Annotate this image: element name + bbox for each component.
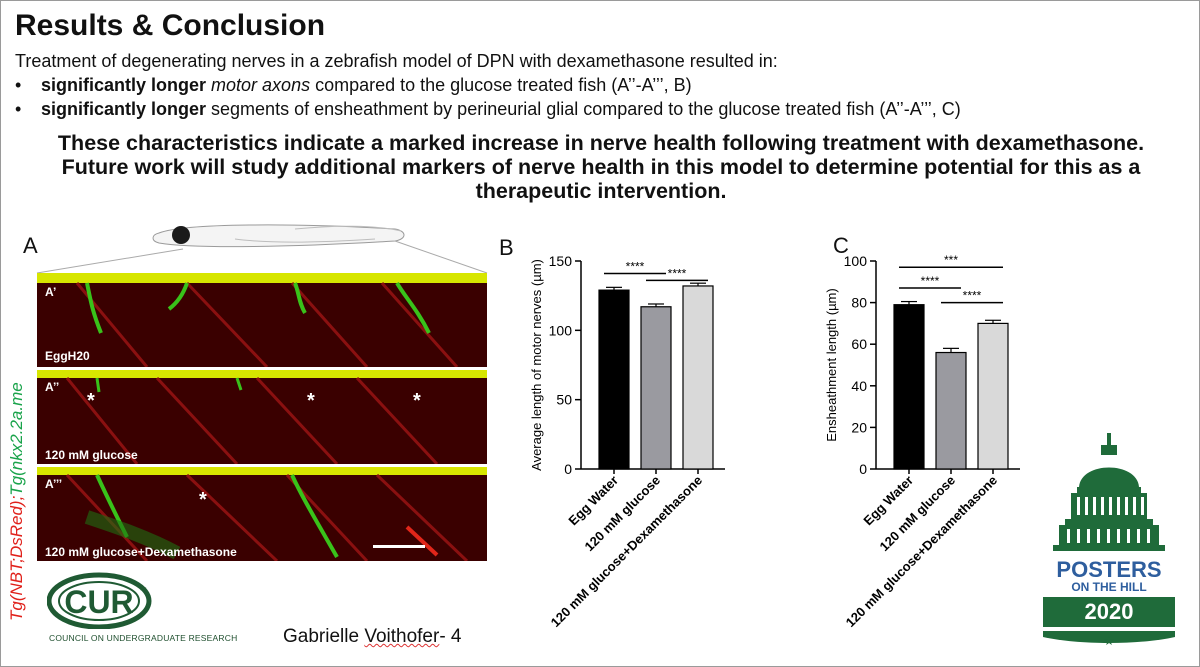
cur-logo-tm: ™: [139, 586, 147, 595]
significance-stars: ****: [921, 274, 940, 288]
slide-title: Results & Conclusion: [15, 9, 326, 42]
micrograph-glucose-dexamethasone: A’’’ * 120 mM glucose+Dexamethasone: [37, 467, 487, 561]
significance-stars: ****: [963, 289, 982, 303]
y-tick-label: 50: [556, 392, 572, 408]
intro-text: Treatment of degenerating nerves in a ze…: [15, 51, 778, 71]
ylabel-red-part: Tg(NBT;DsRed);: [7, 495, 26, 621]
bar: [598, 289, 630, 470]
bullet-1-italic: motor axons: [206, 75, 311, 95]
significance-stars: ****: [668, 266, 687, 280]
author-credit: Gabrielle Voithofer- 4: [283, 626, 462, 648]
bar: [893, 304, 925, 470]
micrograph-glucose: A’’ * * * 120 mM glucose: [37, 370, 487, 464]
asterisk-marker: *: [307, 390, 315, 412]
x-tick-label: 120 mM glucose+Dexamethasone: [548, 473, 705, 630]
cur-caption: COUNCIL ON UNDERGRADUATE RESEARCH: [49, 633, 238, 643]
bullet-2: • significantly longer segments of enshea…: [15, 99, 961, 120]
micrograph-tag-3: A’’’: [45, 477, 63, 491]
posters-year: 2020: [1085, 599, 1134, 624]
posters-on-the-hill-logo: POSTERS ON THE HILL 2020 ★: [1043, 433, 1175, 648]
micrograph-caption-1: EggH20: [45, 349, 90, 363]
bullet-1-rest: compared to the glucose treated fish (A’…: [310, 75, 692, 95]
bar: [640, 306, 672, 470]
panel-a-label: A: [23, 233, 38, 258]
asterisk-marker: *: [413, 390, 421, 412]
bar: [682, 285, 714, 470]
cur-logo-mark: CUR: [64, 584, 133, 620]
panel-c-label: C: [833, 233, 849, 258]
y-axis-label: Ensheathment length (µm): [824, 288, 839, 441]
x-tick-label: 120 mM glucose: [581, 473, 663, 555]
chart-b-motor-nerve-length: 0 50 100 150 Average length of motor nerves …: [529, 253, 725, 630]
y-tick-label: 150: [549, 253, 573, 269]
bullet-dot: •: [15, 75, 22, 95]
asterisk-marker: *: [199, 489, 207, 511]
y-tick-label: 0: [564, 461, 572, 477]
y-tick-label: 100: [844, 253, 868, 269]
y-tick-label: 100: [549, 322, 573, 338]
bar: [935, 351, 967, 470]
asterisk-marker: *: [87, 390, 95, 412]
y-tick-label: 40: [851, 378, 867, 394]
y-tick-label: 0: [859, 461, 867, 477]
bullet-1: • significantly longer motor axons compar…: [15, 75, 692, 96]
conclusion: These characteristics indicate a marked …: [11, 131, 1191, 203]
bullet-1-bold: significantly longer: [41, 75, 207, 95]
ylabel-green-part: Tg(nkx2.2a.me: [7, 382, 26, 496]
micrograph-caption-3: 120 mM glucose+Dexamethasone: [45, 545, 237, 559]
micrograph-tag-1: A’: [45, 285, 57, 299]
x-tick-label: 120 mM glucose: [876, 473, 958, 555]
bullet-dot: •: [15, 99, 22, 119]
y-tick-label: 80: [851, 295, 867, 311]
cur-logo: CUR ™: [47, 572, 152, 629]
panel-a-y-label: Tg(NBT;DsRed);Tg(nkx2.2a.me: [7, 382, 27, 621]
significance-stars: ****: [626, 259, 645, 273]
bullet-2-bold: significantly longer: [41, 99, 207, 119]
conclusion-line-3: therapeutic intervention.: [475, 179, 727, 203]
author-first: Gabrielle: [283, 626, 365, 647]
micrograph-tag-2: A’’: [45, 380, 60, 394]
author-suffix: - 4: [439, 626, 462, 647]
y-tick-label: 20: [851, 419, 867, 435]
conclusion-line-1: These characteristics indicate a marked …: [57, 131, 1145, 155]
micrograph-caption-2: 120 mM glucose: [45, 448, 138, 462]
panel-b-label: B: [499, 235, 514, 260]
y-tick-label: 60: [851, 336, 867, 352]
bullet-2-rest: segments of ensheathment by perineurial …: [206, 99, 961, 119]
bar: [977, 322, 1009, 470]
conclusion-line-2: Future work will study additional marker…: [61, 155, 1141, 179]
zebrafish-larva-illustration: [36, 224, 488, 274]
y-axis-label: Average length of motor nerves (µm): [529, 259, 544, 471]
posters-line-1: POSTERS: [1056, 557, 1161, 582]
author-last: Voithofer: [364, 626, 440, 647]
star-icon: ★: [1104, 634, 1115, 648]
significance-stars: ***: [944, 253, 958, 267]
posters-line-2: ON THE HILL: [1071, 580, 1146, 594]
micrograph-egg-water: A’ EggH20: [37, 273, 487, 367]
x-tick-label: 120 mM glucose+Dexamethasone: [843, 473, 1000, 630]
